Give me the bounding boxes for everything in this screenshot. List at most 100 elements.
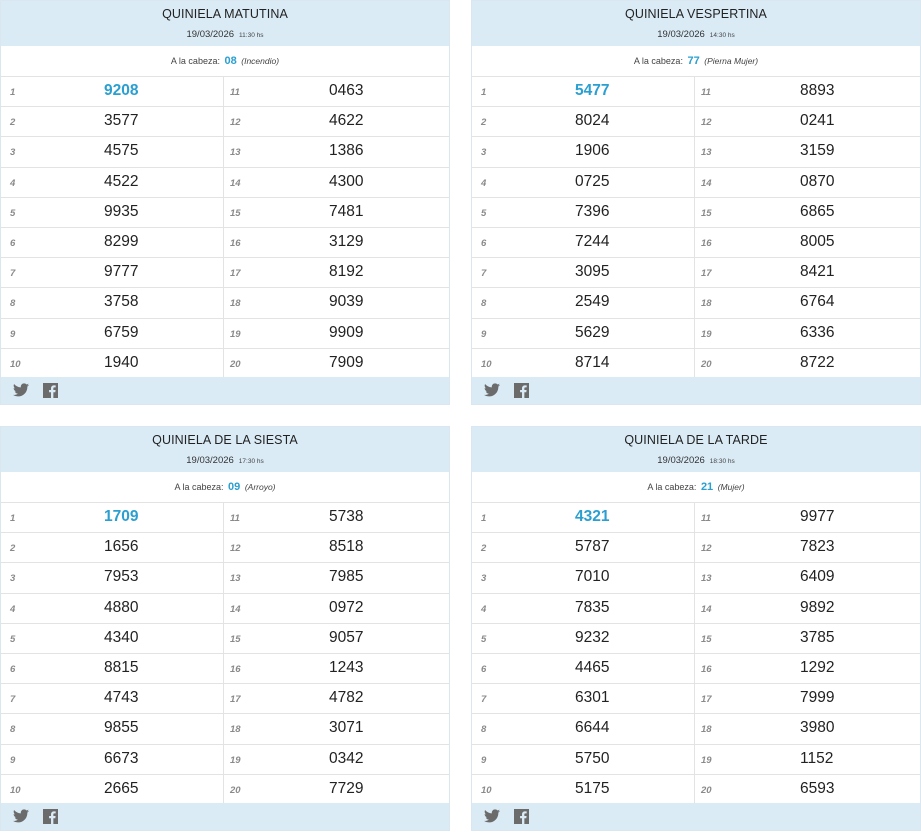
result-cell: 9 6673 (1, 744, 224, 774)
drawn-number: 1940 (104, 353, 139, 371)
twitter-icon[interactable] (13, 383, 29, 398)
drawn-number: 8024 (575, 112, 610, 130)
result-cell: 2 5787 (472, 533, 695, 563)
result-cell: 2 3577 (1, 107, 224, 137)
drawn-number: 7835 (575, 598, 610, 616)
result-cell: 19 1152 (695, 745, 921, 774)
position-label: 12 (701, 117, 712, 129)
drawn-number: 3980 (800, 719, 835, 737)
results-row: 10 8714 20 8722 (472, 348, 921, 379)
drawn-number: 6409 (800, 568, 835, 586)
position-label: 4 (10, 177, 16, 189)
result-cell: 9 5629 (472, 318, 695, 348)
position-label: 16 (701, 663, 712, 675)
result-cell: 14 9892 (695, 594, 921, 623)
position-label: 10 (10, 784, 21, 796)
drawn-number: 9777 (104, 263, 139, 281)
card-date-line: 19/03/2026 11:30 hs (1, 29, 449, 40)
quiniela-card: QUINIELA DE LA TARDE 19/03/2026 18:30 hs … (471, 426, 921, 831)
position-label: 16 (701, 237, 712, 249)
card-time: 11:30 hs (239, 32, 264, 39)
position-label: 14 (701, 177, 712, 189)
result-cell: 7 9777 (1, 258, 224, 288)
results-table: 1 9208 11 0463 2 3577 12 4622 3 4575 13 1386 4 4522 14… (1, 77, 449, 379)
results-row: 5 7396 15 6865 (472, 197, 920, 228)
drawn-number: 4880 (104, 598, 139, 616)
result-cell: 18 3980 (695, 714, 921, 743)
position-label: 7 (10, 694, 16, 706)
card-date-line: 19/03/2026 18:30 hs (472, 455, 920, 466)
result-cell: 8 3758 (1, 288, 224, 318)
result-cell: 12 0241 (695, 107, 921, 136)
result-cell: 7 6301 (472, 684, 695, 714)
result-cell: 11 5738 (224, 503, 451, 532)
position-label: 9 (481, 754, 487, 766)
position-label: 13 (230, 147, 241, 159)
result-cell: 11 8893 (695, 77, 921, 106)
position-label: 17 (701, 694, 712, 706)
result-cell: 4 4880 (1, 593, 224, 623)
position-label: 6 (10, 237, 16, 249)
results-row: 6 8299 16 3129 (1, 227, 449, 259)
cabeza-number: 08 (224, 55, 237, 67)
position-label: 3 (481, 573, 487, 585)
card-date: 19/03/2026 (186, 29, 235, 40)
position-label: 10 (481, 784, 492, 796)
facebook-icon[interactable] (43, 809, 59, 824)
results-row: 1 9208 11 0463 (1, 77, 449, 108)
position-label: 8 (10, 724, 16, 736)
results-row: 5 9232 15 3785 (472, 623, 920, 654)
drawn-number: 3129 (329, 232, 364, 250)
result-cell: 4 0725 (472, 167, 695, 197)
result-cell: 19 0342 (224, 745, 451, 774)
facebook-icon[interactable] (514, 809, 530, 824)
facebook-icon[interactable] (514, 383, 530, 398)
drawn-number: 4743 (104, 689, 139, 707)
drawn-number: 7244 (575, 232, 610, 250)
position-label: 11 (230, 87, 240, 98)
twitter-icon[interactable] (484, 383, 500, 398)
cabeza-meaning: (Arroyo) (244, 482, 276, 492)
results-row: 4 4522 14 4300 (1, 167, 449, 198)
card-date-line: 19/03/2026 17:30 hs (1, 455, 449, 466)
results-row: 2 1656 12 8518 (1, 533, 449, 564)
drawn-number: 4522 (104, 172, 139, 190)
drawn-number: 0972 (329, 598, 364, 616)
result-cell: 20 7729 (224, 775, 451, 805)
drawn-number: 7729 (329, 779, 364, 797)
drawn-number: 9892 (800, 598, 835, 616)
result-cell: 8 2549 (472, 288, 695, 318)
position-label: 16 (230, 237, 241, 249)
position-label: 15 (230, 207, 241, 219)
drawn-number: 9232 (575, 628, 610, 646)
facebook-icon[interactable] (43, 383, 59, 398)
drawn-number: 7481 (329, 202, 364, 220)
result-cell: 20 8722 (695, 349, 921, 379)
position-label: 13 (701, 573, 712, 585)
position-label: 6 (10, 663, 16, 675)
twitter-icon[interactable] (13, 809, 29, 824)
card-date: 19/03/2026 (657, 455, 705, 466)
drawn-number: 8714 (575, 353, 610, 371)
result-cell: 19 9909 (224, 319, 451, 348)
results-table: 1 1709 11 5738 2 1656 12 8518 3 7953 13 7985 4 4880 14… (1, 503, 449, 805)
drawn-number: 9935 (104, 202, 139, 220)
results-row: 6 4465 16 1292 (472, 653, 920, 685)
result-cell: 6 4465 (472, 653, 695, 684)
position-label: 4 (481, 603, 487, 615)
position-label: 16 (230, 663, 241, 675)
position-label: 15 (230, 633, 241, 645)
drawn-number: 1292 (800, 658, 835, 676)
cabeza-meaning: (Incendio) (241, 56, 280, 66)
position-label: 19 (701, 754, 712, 766)
cabeza-label: A la cabeza: (633, 56, 683, 66)
position-label: 3 (10, 573, 16, 585)
quiniela-card: QUINIELA MATUTINA 19/03/2026 11:30 hs A l… (0, 0, 450, 405)
card-date-line: 19/03/2026 14:30 hs (472, 29, 920, 40)
twitter-icon[interactable] (484, 809, 500, 824)
position-label: 5 (10, 633, 16, 645)
position-label: 2 (481, 543, 487, 555)
results-row: 3 4575 13 1386 (1, 137, 449, 168)
cabeza-line: A la cabeza: 77 (Pierna Mujer) (472, 46, 920, 77)
drawn-number: 1656 (104, 538, 139, 556)
